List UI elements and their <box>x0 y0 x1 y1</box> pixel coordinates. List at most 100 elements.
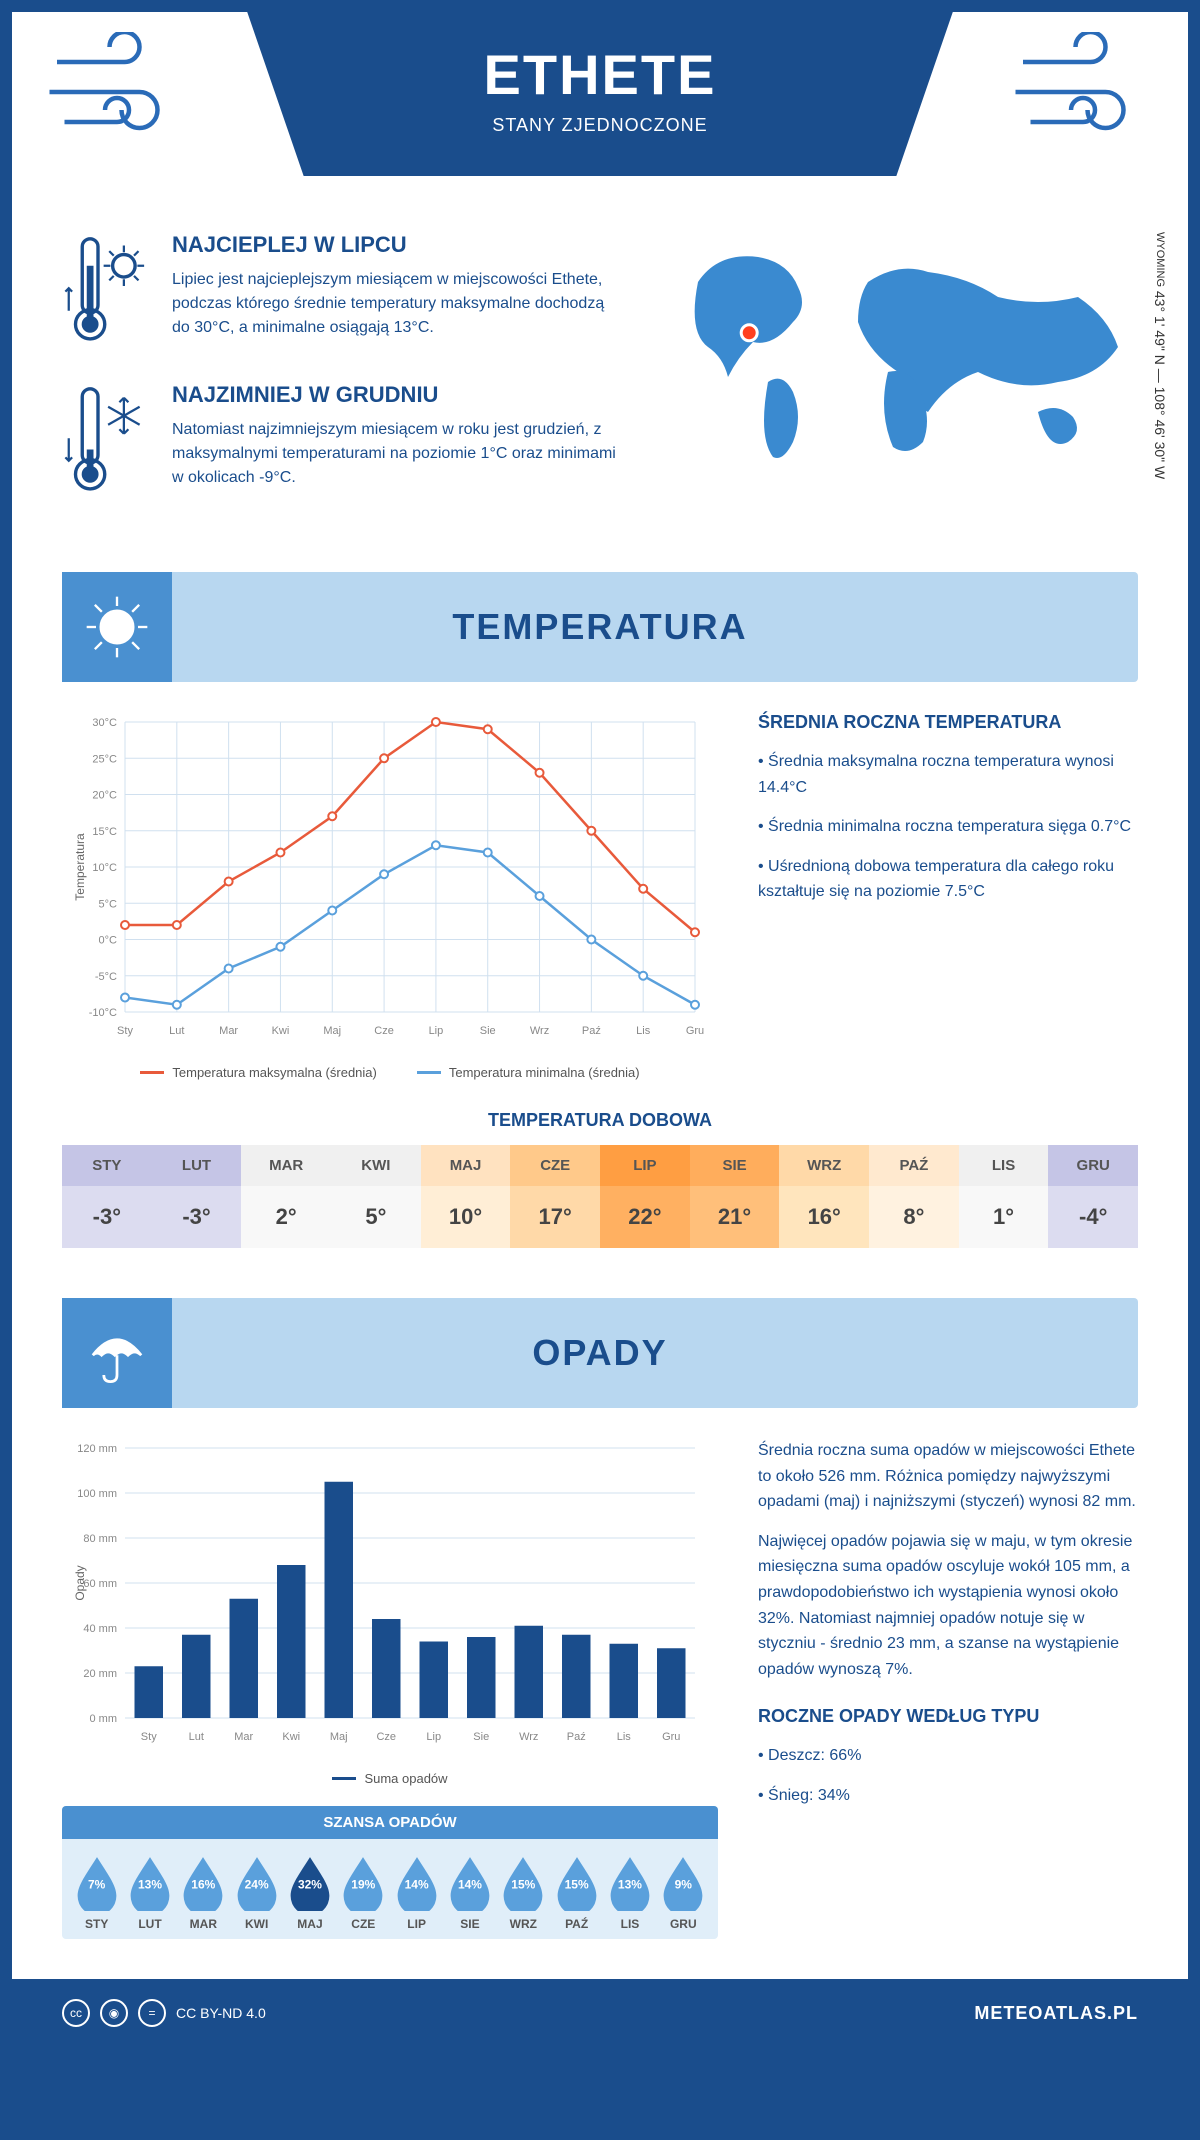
drop-pct: 9% <box>675 1877 692 1891</box>
svg-text:Cze: Cze <box>376 1731 396 1743</box>
month-cell: STY -3° <box>62 1145 152 1248</box>
svg-text:Kwi: Kwi <box>272 1025 290 1037</box>
month-value: 5° <box>331 1186 421 1248</box>
month-cell: LIS 1° <box>959 1145 1049 1248</box>
header: ETHETE STANY ZJEDNOCZONE <box>12 12 1188 212</box>
title-banner: ETHETE STANY ZJEDNOCZONE <box>247 12 953 176</box>
drop-pct: 15% <box>565 1877 589 1891</box>
svg-text:20°C: 20°C <box>92 790 117 802</box>
chance-drop: 13% LIS <box>603 1855 656 1931</box>
chance-drop: 15% WRZ <box>497 1855 550 1931</box>
page: ETHETE STANY ZJEDNOCZONE NAJCIEPLEJ W LI… <box>0 0 1200 2059</box>
hot-text: Lipiec jest najcieplejszym miesiącem w m… <box>172 268 618 340</box>
svg-text:Lip: Lip <box>429 1025 444 1037</box>
map-column: WYOMING 43° 1' 49" N — 108° 46' 30" W <box>658 232 1138 532</box>
svg-text:30°C: 30°C <box>92 717 117 729</box>
coordinates: WYOMING 43° 1' 49" N — 108° 46' 30" W <box>1152 232 1168 479</box>
month-head: PAŹ <box>869 1145 959 1186</box>
month-cell: MAJ 10° <box>421 1145 511 1248</box>
month-cell: LUT -3° <box>152 1145 242 1248</box>
svg-text:80 mm: 80 mm <box>83 1533 117 1545</box>
wind-icon <box>1008 32 1158 152</box>
month-head: CZE <box>510 1145 600 1186</box>
site-name: METEOATLAS.PL <box>974 2003 1138 2024</box>
drop-pct: 16% <box>191 1877 215 1891</box>
drop-month: KWI <box>230 1917 283 1931</box>
wind-icon <box>42 32 192 152</box>
month-head: KWI <box>331 1145 421 1186</box>
world-map-icon <box>658 232 1138 472</box>
svg-text:15°C: 15°C <box>92 826 117 838</box>
month-head: LUT <box>152 1145 242 1186</box>
svg-text:Sty: Sty <box>141 1731 157 1743</box>
svg-text:Sie: Sie <box>480 1025 496 1037</box>
temp-side-line: • Średnia minimalna roczna temperatura s… <box>758 814 1138 840</box>
chance-title: SZANSA OPADÓW <box>62 1806 718 1839</box>
thermometer-cold-icon <box>62 382 152 502</box>
cold-title: NAJZIMNIEJ W GRUDNIU <box>172 382 618 408</box>
intro-section: NAJCIEPLEJ W LIPCU Lipiec jest najcieple… <box>62 232 1138 532</box>
month-cell: MAR 2° <box>241 1145 331 1248</box>
month-value: 8° <box>869 1186 959 1248</box>
svg-text:Gru: Gru <box>662 1731 680 1743</box>
drop-month: MAJ <box>283 1917 336 1931</box>
month-value: 22° <box>600 1186 690 1248</box>
umbrella-icon <box>62 1298 172 1408</box>
month-cell: GRU -4° <box>1048 1145 1138 1248</box>
svg-text:Gru: Gru <box>686 1025 704 1037</box>
month-head: GRU <box>1048 1145 1138 1186</box>
svg-text:Maj: Maj <box>330 1731 348 1743</box>
month-value: 21° <box>690 1186 780 1248</box>
drop-month: MAR <box>177 1917 230 1931</box>
license-block: cc ◉ = CC BY-ND 4.0 <box>62 1999 266 2027</box>
svg-text:Lip: Lip <box>426 1731 441 1743</box>
month-value: -3° <box>62 1186 152 1248</box>
region-label: WYOMING <box>1154 232 1166 287</box>
precip-section-header: OPADY <box>62 1298 1138 1408</box>
cold-block: NAJZIMNIEJ W GRUDNIU Natomiast najzimnie… <box>62 382 618 502</box>
chance-drop: 14% LIP <box>390 1855 443 1931</box>
yearly-line: • Deszcz: 66% <box>758 1743 1138 1769</box>
temp-side-title: ŚREDNIA ROCZNA TEMPERATURA <box>758 712 1138 733</box>
temp-side-line: • Uśrednioną dobowa temperatura dla całe… <box>758 854 1138 905</box>
legend-max: Temperatura maksymalna (średnia) <box>172 1065 376 1080</box>
svg-text:40 mm: 40 mm <box>83 1623 117 1635</box>
by-icon: ◉ <box>100 1999 128 2027</box>
chance-drop: 32% MAJ <box>283 1855 336 1931</box>
drop-month: LIS <box>603 1917 656 1931</box>
drop-month: LUT <box>123 1917 176 1931</box>
drop-pct: 13% <box>138 1877 162 1891</box>
intro-text-column: NAJCIEPLEJ W LIPCU Lipiec jest najcieple… <box>62 232 618 532</box>
precip-chance-box: SZANSA OPADÓW 7% STY 13% LUT 16% MAR 24%… <box>62 1806 718 1939</box>
drop-pct: 14% <box>458 1877 482 1891</box>
drop-pct: 19% <box>351 1877 375 1891</box>
precip-bar-chart: 0 mm20 mm40 mm60 mm80 mm100 mm120 mmStyL… <box>62 1438 718 1758</box>
drop-month: LIP <box>390 1917 443 1931</box>
temperature-title: TEMPERATURA <box>452 606 747 648</box>
drop-pct: 7% <box>88 1877 105 1891</box>
precip-paragraph: Najwięcej opadów pojawia się w maju, w t… <box>758 1529 1138 1683</box>
drop-pct: 32% <box>298 1877 322 1891</box>
content: NAJCIEPLEJ W LIPCU Lipiec jest najcieple… <box>12 232 1188 1939</box>
svg-text:Lut: Lut <box>169 1025 184 1037</box>
coords-label: 43° 1' 49" N — 108° 46' 30" W <box>1152 291 1168 479</box>
chance-drop: 9% GRU <box>657 1855 710 1931</box>
svg-text:Maj: Maj <box>323 1025 341 1037</box>
precip-chart-column: 0 mm20 mm40 mm60 mm80 mm100 mm120 mmStyL… <box>62 1438 718 1939</box>
chance-drop: 24% KWI <box>230 1855 283 1931</box>
month-cell: SIE 21° <box>690 1145 780 1248</box>
svg-text:Opady: Opady <box>73 1565 87 1600</box>
yearly-line: • Śnieg: 34% <box>758 1783 1138 1809</box>
temperature-chart: -10°C-5°C0°C5°C10°C15°C20°C25°C30°CStyLu… <box>62 712 718 1080</box>
drop-pct: 14% <box>405 1877 429 1891</box>
month-head: LIP <box>600 1145 690 1186</box>
chance-drop: 15% PAŹ <box>550 1855 603 1931</box>
month-head: MAJ <box>421 1145 511 1186</box>
chance-drop: 16% MAR <box>177 1855 230 1931</box>
month-head: MAR <box>241 1145 331 1186</box>
month-value: 16° <box>779 1186 869 1248</box>
license-text: CC BY-ND 4.0 <box>176 2005 266 2021</box>
svg-text:-10°C: -10°C <box>89 1007 117 1019</box>
svg-text:Wrz: Wrz <box>519 1731 538 1743</box>
svg-text:Cze: Cze <box>374 1025 394 1037</box>
